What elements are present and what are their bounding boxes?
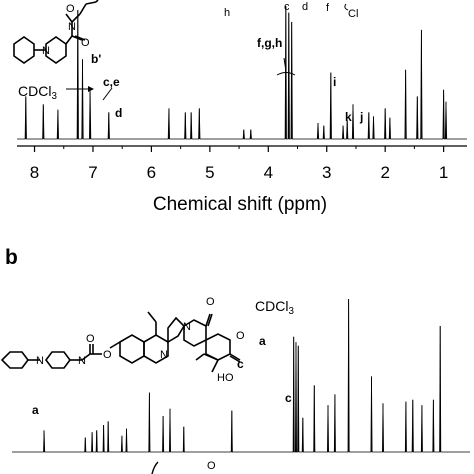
carbon-label-c-structure: c xyxy=(237,357,244,371)
carbon-label-a-structure: a xyxy=(259,334,266,348)
peak-label-j: j xyxy=(359,110,363,124)
x-axis-tick-label: 7 xyxy=(88,163,97,182)
structure-N1-atom-label: N xyxy=(42,45,50,57)
c-e-pointer xyxy=(102,87,113,101)
solvent-label-cdcl3-a: CDCl3 xyxy=(18,83,57,102)
peak-label-c-top: c xyxy=(284,1,290,13)
carbon-label-c-peak: c xyxy=(285,391,292,405)
structure-O-pyridone-label: O xyxy=(206,296,215,308)
structure-O-lactone-label: O xyxy=(236,330,245,342)
x-axis-tick-label: 5 xyxy=(205,163,214,182)
x-axis-tick-label: 8 xyxy=(30,163,39,182)
peak-label-f-g-h: f,g,h xyxy=(257,36,282,50)
structure-fragment-arc xyxy=(344,3,349,11)
lower-structure-fragment xyxy=(151,461,159,474)
peak-label-b-prime: b' xyxy=(91,52,101,66)
panel-b-label: b xyxy=(5,246,18,269)
solvent-arrowhead-a xyxy=(88,86,94,92)
peak-label-k: k xyxy=(345,110,352,124)
x-axis-title: Chemical shift (ppm) xyxy=(153,194,327,215)
x-axis-tick-label: 6 xyxy=(147,163,156,182)
structure-O-ester-label: O xyxy=(103,349,112,361)
x-axis-tick-label: 4 xyxy=(264,163,273,182)
peak-label-h-top: h xyxy=(224,7,230,19)
x-axis-tick-label: 2 xyxy=(380,163,389,182)
structure-N-pyridone-label: N xyxy=(183,321,191,333)
spectrum-a-trace xyxy=(17,5,467,140)
structure-N-quinoline-label: N xyxy=(160,349,168,361)
structure-O2-atom-label: O xyxy=(66,3,75,15)
x-axis-tick-label: 3 xyxy=(322,163,331,182)
panel-b-13c-nmr-spectrum: b xyxy=(0,246,470,474)
spectrum-b-trace xyxy=(12,298,470,453)
structure-N2-atom-label: N xyxy=(68,21,76,33)
lower-O-label: O xyxy=(207,460,216,472)
peak-label-cl-top: Cl xyxy=(348,8,358,20)
structure-N-piperidine-label: N xyxy=(36,355,44,367)
peak-label-i: i xyxy=(333,75,336,89)
peak-label-d-top: d xyxy=(302,1,308,13)
structure-N-carbamate-label: N xyxy=(78,355,86,367)
carbon-label-a-peak: a xyxy=(32,403,39,417)
structure-O1-atom-label: O xyxy=(81,37,90,49)
hydroxyl-label: HO xyxy=(217,372,234,384)
piperidine-carbamate-structure xyxy=(13,0,99,64)
solvent-label-cdcl3-b: CDCl3 xyxy=(255,298,294,317)
peak-label-d: d xyxy=(115,106,122,120)
x-axis-ticks xyxy=(33,146,445,152)
structure-O-carbonyl-label: O xyxy=(86,333,95,345)
peak-label-c-e: c,e xyxy=(103,75,120,89)
peak-label-f-top: f xyxy=(326,2,330,14)
x-axis-tick-labels: 8 7 6 5 4 3 2 1 xyxy=(30,163,449,182)
camptothecin-carbamate-structure xyxy=(0,311,241,373)
x-axis-tick-label: 1 xyxy=(439,163,448,182)
